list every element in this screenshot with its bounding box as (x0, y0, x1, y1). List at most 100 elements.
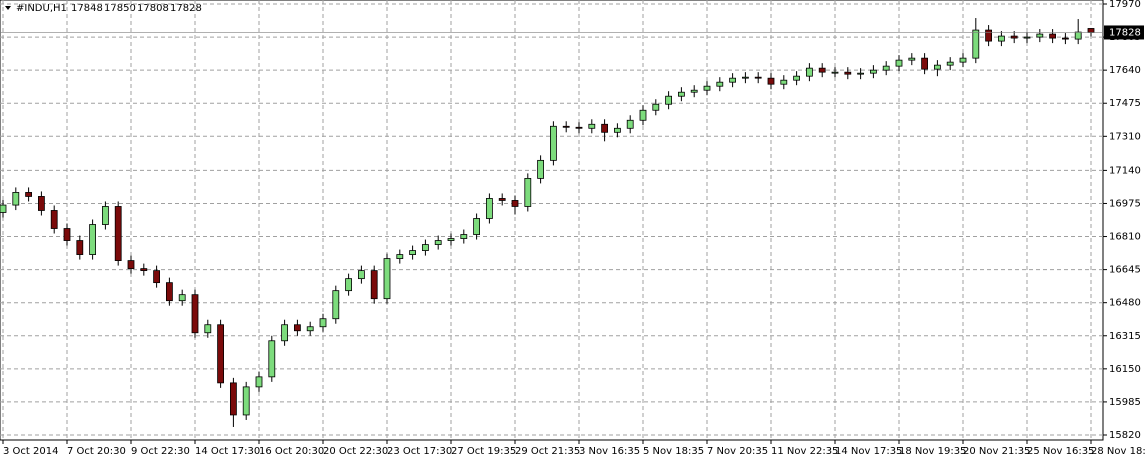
x-tick-label: 23 Oct 17:30 (387, 446, 452, 457)
candle-body (421, 244, 429, 251)
candle-body (229, 382, 237, 416)
candle-body (204, 324, 212, 334)
candle-body (1023, 36, 1031, 39)
candle-body (524, 178, 532, 207)
candle-body (511, 200, 519, 207)
y-tick-label: 17970 (1109, 0, 1141, 10)
y-tick-label: 16975 (1109, 198, 1141, 209)
header-close: 17828 (170, 3, 202, 14)
x-tick-label: 27 Oct 19:35 (451, 446, 516, 457)
candle-body (1074, 31, 1082, 40)
candle-body (12, 192, 20, 206)
x-tick-label: 3 Oct 2014 (3, 446, 58, 457)
candle-body (178, 294, 186, 302)
candle-body (754, 76, 762, 79)
candle-body (498, 198, 506, 201)
candle-body (882, 65, 890, 71)
candle-body (217, 324, 225, 384)
candle-body (1062, 37, 1069, 40)
candle-body (831, 71, 839, 74)
candle-body (639, 109, 647, 121)
candle-body (357, 270, 365, 280)
candle-body (946, 61, 954, 66)
candle-body (102, 206, 109, 225)
y-tick-label: 17310 (1109, 131, 1141, 142)
candle-body (0, 204, 7, 213)
y-tick-label: 17140 (1109, 165, 1141, 176)
candle-body (870, 69, 877, 74)
header-high: 17850 (104, 3, 136, 14)
candle-body (89, 224, 96, 255)
x-tick-label: 14 Oct 17:30 (195, 446, 260, 457)
candle-body (844, 71, 852, 75)
price-tag (1104, 25, 1144, 40)
x-tick-label: 3 Nov 16:35 (579, 446, 640, 457)
candle-body (614, 127, 621, 133)
candle-body (460, 234, 468, 239)
candle-body (959, 57, 967, 63)
y-tick-label: 16645 (1109, 265, 1141, 276)
price-tag-label: 17828 (1109, 27, 1141, 38)
candle-body (729, 77, 736, 83)
y-tick-label: 15985 (1109, 397, 1141, 408)
candle-body (780, 79, 788, 85)
candle-body (1036, 33, 1044, 38)
y-tick-label: 17640 (1109, 65, 1141, 76)
candle-body (153, 270, 161, 284)
candle-body (806, 67, 813, 77)
candle-body (165, 282, 173, 302)
x-tick-label: 7 Oct 20:30 (67, 446, 126, 457)
x-tick-label: 16 Oct 20:30 (259, 446, 324, 457)
candle-body (601, 123, 608, 133)
candle-body (1087, 28, 1095, 33)
y-tick-label: 15820 (1109, 430, 1141, 441)
candle-body (588, 123, 596, 129)
candle-body (268, 340, 276, 378)
candle-body (998, 35, 1005, 42)
plot-frame (0, 0, 1104, 441)
candle-body (293, 324, 301, 332)
candle-body (972, 29, 980, 59)
candle-body (537, 159, 544, 179)
candle-body (306, 326, 314, 332)
candle-body (63, 228, 71, 241)
candle-body (191, 294, 199, 334)
y-tick-label: 16315 (1109, 331, 1141, 342)
candle-body (921, 57, 928, 70)
candle-body (895, 59, 903, 67)
candle-body (114, 206, 122, 261)
candle-body (665, 95, 672, 105)
candle-body (652, 103, 660, 111)
candle-body (242, 386, 250, 416)
candle-body (409, 250, 417, 255)
candle-body (703, 85, 711, 91)
header-arrow[interactable] (5, 6, 11, 10)
x-tick-label: 29 Oct 21:35 (515, 446, 580, 457)
candle-body (38, 196, 45, 211)
candle-body (562, 125, 570, 128)
candle-body (332, 290, 340, 320)
symbol: #INDU,H1 (16, 3, 67, 14)
candle-body (370, 270, 378, 300)
x-tick-label: 14 Nov 17:35 (835, 446, 902, 457)
header-open: 17848 (71, 3, 103, 14)
candle-body (550, 125, 557, 161)
candle-body (934, 64, 941, 70)
candle-body (716, 81, 724, 87)
candle-body (255, 376, 263, 388)
candle-body (690, 89, 698, 93)
candle-body (767, 77, 775, 85)
y-tick-label: 16480 (1109, 298, 1141, 309)
candle-body (50, 210, 58, 229)
candle-body (908, 57, 916, 61)
candle-body (985, 29, 992, 42)
candle-body (140, 268, 148, 272)
x-tick-label: 18 Nov 19:35 (899, 446, 966, 457)
candle-body (383, 258, 391, 300)
candle-body (1010, 35, 1018, 39)
y-tick-label: 16810 (1109, 232, 1141, 243)
candle-body (281, 324, 289, 342)
y-tick-label: 17475 (1109, 98, 1141, 109)
candle-body (127, 260, 135, 270)
